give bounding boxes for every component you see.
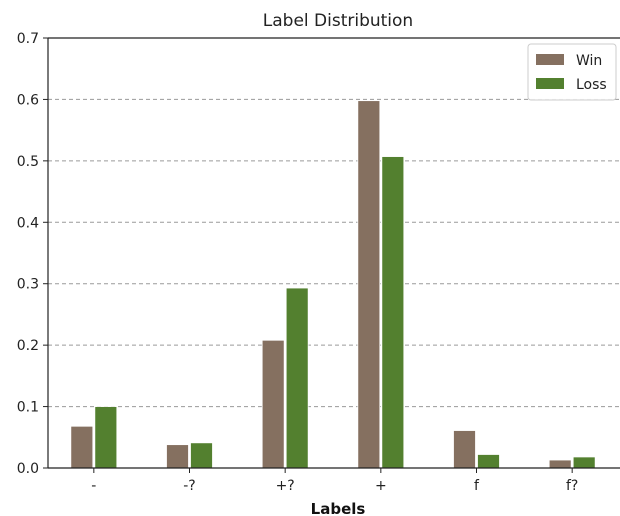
bar-win-2 <box>261 339 285 469</box>
y-tick-label: 0.7 <box>17 31 39 47</box>
bars <box>70 100 596 469</box>
x-tick-label: f <box>474 478 480 494</box>
x-axis-title: Labels <box>311 500 366 516</box>
bar-win-1 <box>166 444 189 469</box>
y-tick-label: 0.1 <box>17 400 39 416</box>
bar-win-3 <box>357 100 381 469</box>
bar-loss-3 <box>381 156 405 469</box>
y-tick-label: 0.5 <box>17 154 39 170</box>
legend-label-loss: Loss <box>576 77 607 93</box>
x-tick-label: - <box>91 478 96 494</box>
legend-swatch-win <box>536 54 564 65</box>
x-tick-label: -? <box>183 478 195 494</box>
chart-title: Label Distribution <box>263 11 413 31</box>
bar-win-5 <box>548 459 572 469</box>
y-tick-label: 0.4 <box>17 215 39 231</box>
bar-loss-4 <box>477 454 500 469</box>
bar-loss-5 <box>572 456 596 469</box>
legend-swatch-loss <box>536 78 564 89</box>
legend: Win Loss <box>527 43 617 101</box>
axes <box>43 37 620 473</box>
bar-loss-1 <box>190 442 213 469</box>
bar-win-0 <box>70 425 94 469</box>
legend-label-win: Win <box>576 53 602 69</box>
x-tick-label: f? <box>566 478 578 494</box>
y-tick-label: 0.6 <box>17 92 39 108</box>
y-tick-label: 0.2 <box>17 338 39 354</box>
bar-win-4 <box>453 430 476 469</box>
bar-loss-2 <box>285 287 309 469</box>
gridlines <box>48 98 620 408</box>
tick-labels: 0.0 0.1 0.2 0.3 0.4 0.5 0.6 0.7 - -? +? + f f? <box>17 31 579 494</box>
x-tick-label: +? <box>276 478 295 494</box>
bar-loss-0 <box>94 406 118 469</box>
y-tick-label: 0.0 <box>17 461 39 477</box>
x-tick-label: + <box>375 478 387 494</box>
y-tick-label: 0.3 <box>17 277 39 293</box>
